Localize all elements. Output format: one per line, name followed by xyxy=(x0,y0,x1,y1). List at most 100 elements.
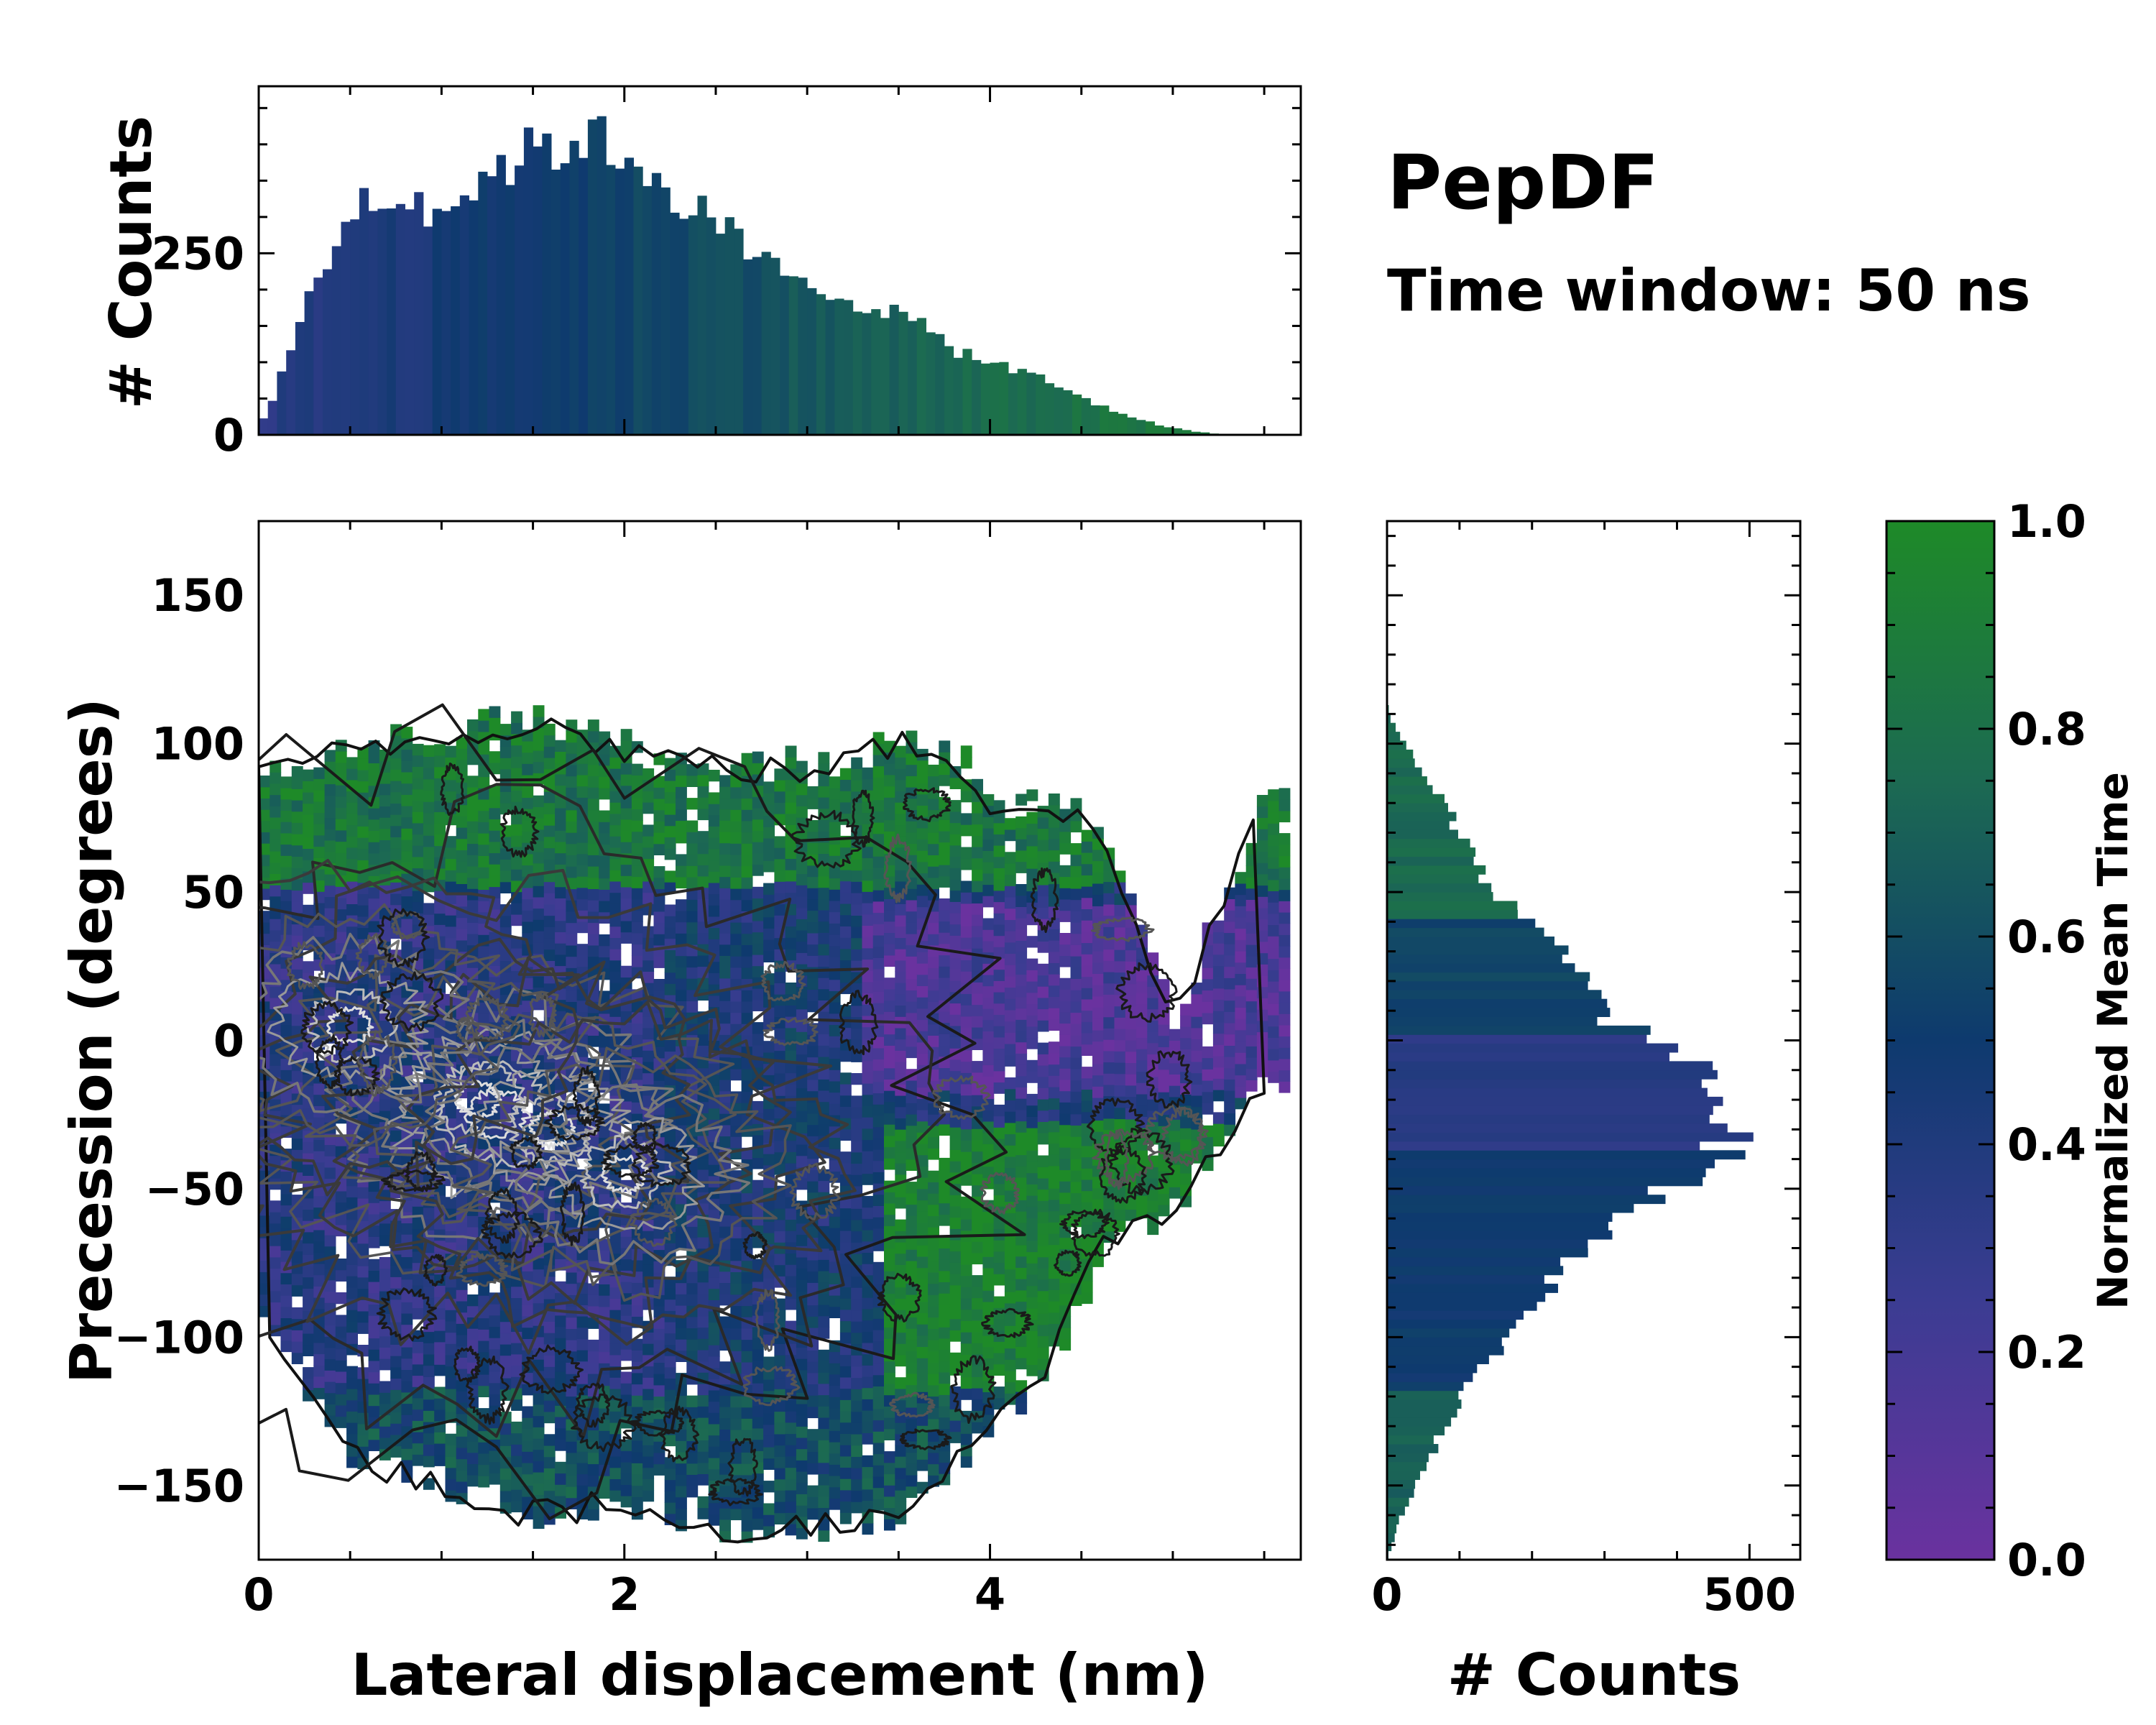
heatmap-cell xyxy=(390,1423,402,1435)
heatmap-cell xyxy=(653,1215,665,1228)
heatmap-cell xyxy=(730,854,742,867)
heatmap-cell xyxy=(1026,1364,1038,1376)
heatmap-cell xyxy=(478,810,490,822)
heatmap-cell xyxy=(434,1454,446,1466)
heatmap-cell xyxy=(708,1356,720,1368)
heatmap-cell xyxy=(862,1455,874,1468)
heatmap-cell xyxy=(653,911,665,924)
heatmap-cell xyxy=(960,1241,972,1254)
heatmap-cell xyxy=(653,900,665,912)
heatmap-cell xyxy=(423,1455,435,1468)
heatmap-cell xyxy=(522,978,534,990)
heatmap-cell xyxy=(872,890,885,902)
heatmap-cell xyxy=(555,1394,566,1406)
heatmap-cell xyxy=(829,1498,841,1510)
heatmap-cell xyxy=(839,1106,852,1118)
heatmap-cell xyxy=(379,828,391,840)
heatmap-cell xyxy=(357,1446,369,1458)
heatmap-cell xyxy=(741,1463,753,1476)
heatmap-cell xyxy=(895,993,907,1006)
heatmap-cell xyxy=(785,1084,797,1096)
heatmap-cell xyxy=(390,1356,402,1368)
heatmap-cell xyxy=(543,735,556,747)
heatmap-cell xyxy=(1026,1059,1038,1072)
heatmap-cell xyxy=(785,1050,797,1062)
heatmap-cell xyxy=(796,929,808,942)
heatmap-cell xyxy=(1048,1177,1060,1189)
heatmap-cell xyxy=(543,1411,556,1424)
heatmap-cell xyxy=(599,1193,611,1206)
heatmap-cell xyxy=(972,1151,983,1163)
heatmap-cell xyxy=(906,1035,918,1047)
heatmap-cell xyxy=(807,1361,819,1374)
heatmap-cell xyxy=(862,1376,874,1389)
heatmap-cell xyxy=(993,1251,1005,1264)
heatmap-cell xyxy=(686,820,699,832)
heatmap-cell xyxy=(412,755,424,767)
heatmap-cell xyxy=(939,842,951,854)
heatmap-cell xyxy=(401,1448,413,1460)
heatmap-cell xyxy=(1070,1000,1082,1013)
heatmap-cell xyxy=(829,1058,841,1070)
heatmap-cell xyxy=(1048,951,1060,963)
heatmap-cell xyxy=(862,1139,874,1151)
heatmap-cell xyxy=(478,1261,490,1274)
heatmap-cell xyxy=(291,788,303,801)
heatmap-cell xyxy=(916,760,929,772)
heatmap-cell xyxy=(774,1230,786,1243)
heatmap-cell xyxy=(280,1092,292,1104)
heatmap-cell xyxy=(1136,970,1148,982)
heatmap-cell xyxy=(1092,985,1104,997)
heatmap-cell xyxy=(796,783,808,796)
heatmap-cell xyxy=(949,868,962,880)
heatmap-cell xyxy=(895,1490,907,1502)
heatmap-cell xyxy=(1037,1008,1049,1021)
heatmap-cell xyxy=(390,837,402,849)
heatmap-cell xyxy=(599,1126,611,1138)
heatmap-cell xyxy=(555,852,566,865)
heatmap-cell xyxy=(1059,944,1072,956)
heatmap-cell xyxy=(1004,1314,1016,1326)
heatmap-cell xyxy=(884,921,895,933)
heatmap-cell xyxy=(872,1420,885,1432)
heatmap-cell xyxy=(368,1428,380,1440)
heatmap-cell xyxy=(543,915,556,927)
heatmap-cell xyxy=(839,971,852,983)
heatmap-cell xyxy=(872,1340,885,1353)
heatmap-cell xyxy=(478,1272,490,1285)
heatmap-cell xyxy=(346,768,358,781)
heatmap-cell xyxy=(785,1445,797,1457)
top-histogram-bar xyxy=(816,294,826,435)
heatmap-cell xyxy=(631,809,643,821)
heatmap-cell xyxy=(390,769,402,781)
heatmap-cell xyxy=(434,834,446,847)
heatmap-cell xyxy=(895,1253,907,1265)
heatmap-cell xyxy=(939,1327,951,1339)
heatmap-cell xyxy=(489,886,501,898)
heatmap-cell xyxy=(259,776,270,788)
heatmap-cell xyxy=(664,1130,676,1142)
heatmap-cell xyxy=(949,1262,962,1274)
heatmap-cell xyxy=(851,903,863,916)
heatmap-cell xyxy=(270,1302,282,1314)
heatmap-cell xyxy=(1048,1233,1060,1246)
heatmap-cell xyxy=(566,1396,578,1408)
heatmap-cell xyxy=(609,892,622,904)
heatmap-cell xyxy=(280,1340,292,1353)
heatmap-cell xyxy=(851,1411,863,1423)
heatmap-cell xyxy=(839,1467,852,1479)
heatmap-cell xyxy=(774,1411,786,1423)
heatmap-cell xyxy=(467,1328,479,1340)
heatmap-cell xyxy=(906,1351,918,1363)
heatmap-cell xyxy=(906,1373,918,1386)
heatmap-cell xyxy=(620,1202,632,1215)
heatmap-cell xyxy=(499,1479,512,1491)
heatmap-cell xyxy=(895,1456,907,1468)
heatmap-cell xyxy=(609,813,622,826)
heatmap-cell xyxy=(303,1108,314,1120)
heatmap-cell xyxy=(423,846,435,859)
heatmap-cell xyxy=(478,1476,490,1488)
heatmap-cell xyxy=(324,908,336,920)
heatmap-cell xyxy=(851,881,863,893)
heatmap-cell xyxy=(653,809,665,822)
